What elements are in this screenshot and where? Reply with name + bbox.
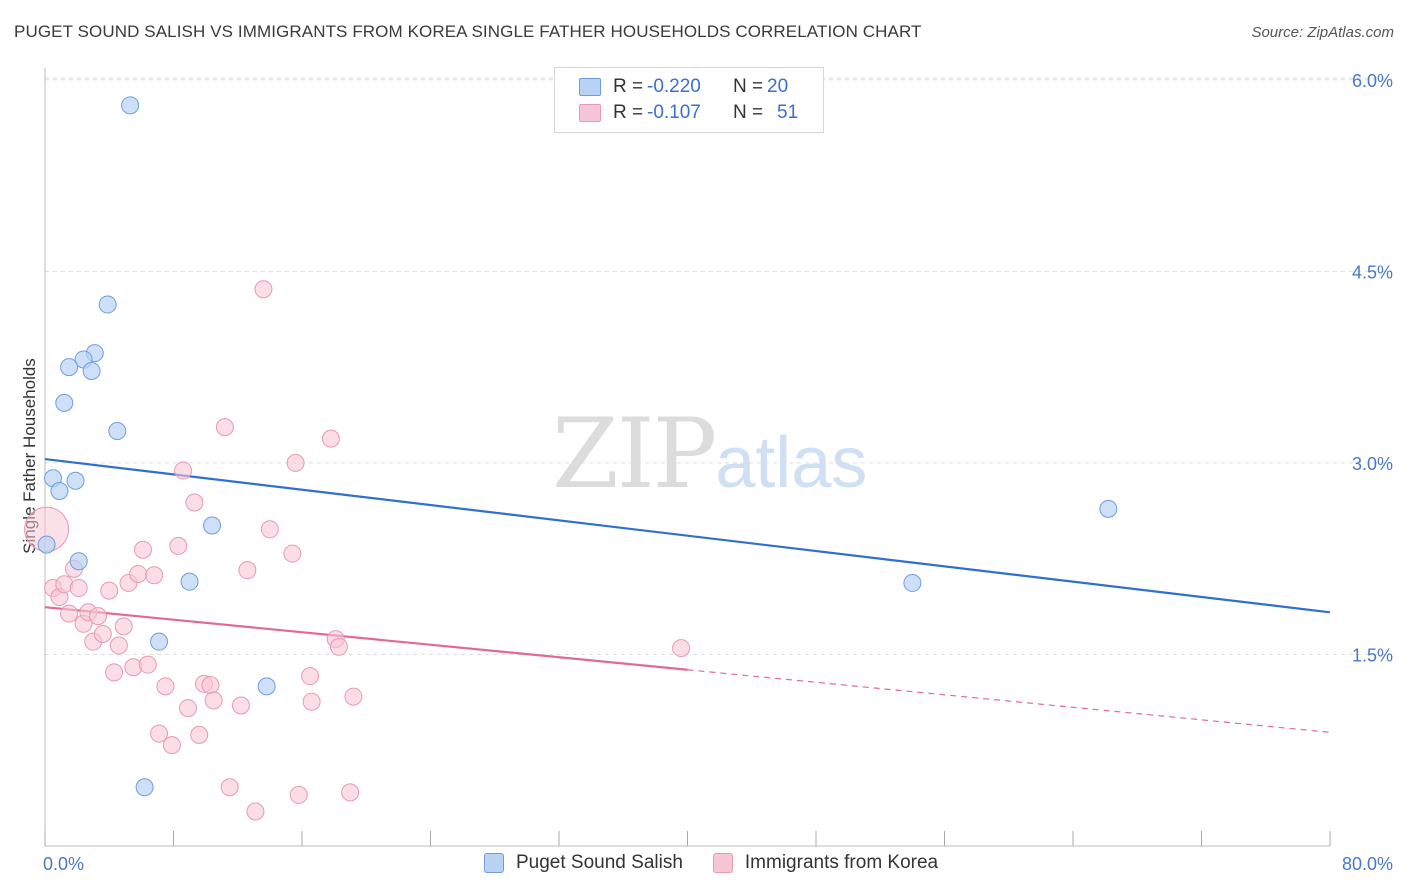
data-point-korea	[93, 625, 112, 644]
axis-layer	[44, 68, 1331, 847]
data-point-korea	[220, 778, 239, 797]
series-legend: Puget Sound Salish Immigrants from Korea	[484, 852, 968, 874]
trend-line-korea	[44, 606, 688, 671]
series-label-korea: Immigrants from Korea	[744, 852, 939, 873]
data-point-salish	[257, 677, 276, 696]
data-point-korea	[215, 418, 234, 437]
data-point-korea	[60, 604, 79, 623]
data-point-korea	[341, 783, 360, 802]
data-point-korea	[190, 725, 209, 744]
data-point-salish	[66, 471, 85, 490]
legend-r-label: R =	[613, 102, 644, 123]
data-point-korea	[329, 637, 348, 656]
legend-r-value: -0.220	[647, 76, 701, 97]
data-point-salish	[1099, 499, 1118, 518]
trend-line-salish	[44, 457, 1331, 614]
legend-n-value: 20	[767, 76, 789, 97]
legend-swatch-korea	[579, 104, 601, 122]
data-point-korea	[162, 736, 181, 755]
y-tick-label: 1.5%	[1352, 645, 1393, 665]
y-tick-label: 3.0%	[1352, 454, 1393, 474]
data-point-korea	[260, 520, 279, 539]
data-point-salish	[82, 361, 101, 380]
data-point-salish	[60, 358, 79, 377]
data-point-salish	[98, 295, 117, 314]
data-point-korea	[231, 696, 250, 715]
data-point-korea	[156, 677, 175, 696]
x-tick-label-max: 80.0%	[1342, 854, 1393, 874]
data-point-salish	[50, 481, 69, 500]
data-point-salish	[121, 96, 140, 115]
data-point-korea	[133, 540, 152, 559]
data-point-korea	[89, 607, 108, 626]
series-swatch-salish	[484, 853, 504, 873]
data-point-korea	[178, 699, 197, 718]
source-label: Source: ZipAtlas.com	[1251, 24, 1394, 41]
data-point-korea	[344, 687, 363, 706]
data-point-korea	[114, 617, 133, 636]
legend-n-value: 51	[777, 102, 799, 123]
data-point-korea	[105, 663, 124, 682]
y-tick-label: 6.0%	[1352, 71, 1393, 91]
data-point-korea	[69, 579, 88, 598]
data-point-korea	[254, 280, 273, 299]
data-point-salish	[903, 573, 922, 592]
data-point-korea	[321, 429, 340, 448]
data-point-korea	[150, 724, 169, 743]
data-point-korea	[201, 676, 220, 695]
data-point-korea	[283, 544, 302, 563]
data-point-korea	[145, 566, 164, 585]
data-point-korea	[204, 691, 223, 710]
data-point-korea	[289, 785, 308, 804]
watermark: ZIPatlas	[552, 398, 867, 510]
data-point-korea	[138, 655, 157, 674]
chart-title: PUGET SOUND SALISH VS IMMIGRANTS FROM KO…	[14, 22, 922, 41]
data-point-korea	[109, 636, 128, 655]
data-point-korea	[169, 536, 188, 555]
data-point-korea	[286, 453, 305, 472]
data-point-salish	[150, 632, 169, 651]
data-point-salish	[69, 552, 88, 571]
series-label-salish: Puget Sound Salish	[516, 852, 683, 873]
legend-swatch-salish	[579, 78, 601, 96]
trend-layer	[44, 457, 1331, 733]
legend-r-value: -0.107	[647, 102, 701, 123]
legend-r-label: R =	[613, 76, 644, 97]
data-point-korea	[174, 461, 193, 480]
trend-line-korea-extrapolated	[687, 669, 1331, 733]
data-point-korea	[129, 564, 148, 583]
data-point-korea	[100, 581, 119, 600]
point-layer	[24, 96, 1118, 821]
data-point-salish	[37, 535, 56, 554]
data-point-korea	[302, 692, 321, 711]
data-point-korea	[301, 667, 320, 686]
data-point-salish	[180, 572, 199, 591]
series-legend-salish[interactable]: Puget Sound Salish	[484, 852, 683, 874]
data-point-korea	[185, 493, 204, 512]
legend-row-salish: R = -0.220 N = 20	[579, 75, 788, 99]
legend-n-label: N =	[733, 102, 764, 123]
data-point-korea	[238, 561, 257, 580]
series-legend-korea[interactable]: Immigrants from Korea	[712, 852, 939, 874]
data-point-korea	[672, 639, 691, 658]
data-point-salish	[108, 421, 127, 440]
data-point-korea	[246, 802, 265, 821]
data-point-salish	[135, 778, 154, 797]
correlation-legend: R = -0.220 N = 20 R = -0.107 N = 51	[554, 67, 824, 133]
data-point-salish	[203, 516, 222, 535]
watermark-zip: ZIP	[552, 398, 717, 510]
x-tick-label-min: 0.0%	[43, 854, 84, 874]
data-point-salish	[55, 393, 74, 412]
label-layer: 1.5% 3.0% 4.5% 6.0% 0.0% 80.0%	[43, 71, 1393, 874]
legend-row-korea: R = -0.107 N = 51	[579, 101, 798, 125]
legend-n-label: N =	[733, 76, 764, 97]
series-swatch-korea	[712, 853, 733, 873]
y-tick-label: 4.5%	[1352, 262, 1393, 282]
